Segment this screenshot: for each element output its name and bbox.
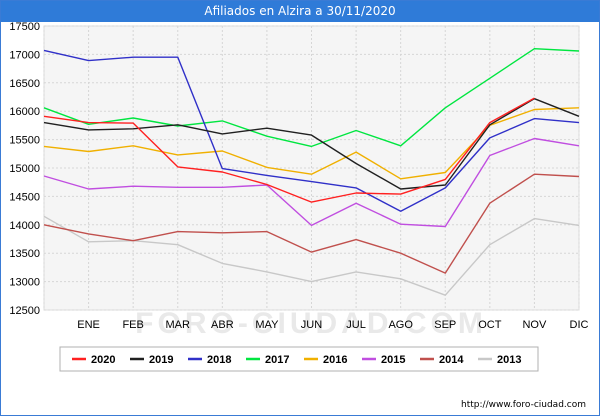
y-tick-label: 14000 xyxy=(9,220,40,232)
y-tick-label: 12500 xyxy=(9,305,40,317)
x-tick-label: MAR xyxy=(166,319,191,331)
watermark: FORO-CIUDAD.COM xyxy=(135,307,487,340)
legend-label-2014: 2014 xyxy=(439,354,464,366)
y-tick-label: 15000 xyxy=(9,163,40,175)
x-tick-label: SEP xyxy=(434,319,456,331)
series-lines xyxy=(43,48,580,296)
x-tick-label: FEB xyxy=(122,319,143,331)
x-tick-label: MAY xyxy=(255,319,279,331)
series-line-2019 xyxy=(43,97,580,190)
legend-label-2013: 2013 xyxy=(497,354,521,366)
chart-title: Afiliados en Alzira a 30/11/2020 xyxy=(1,1,599,22)
y-tick-label: 16500 xyxy=(9,78,40,90)
x-tick-label: NOV xyxy=(522,319,547,331)
x-tick-label: ABR xyxy=(211,319,234,331)
y-tick-label: 13000 xyxy=(9,277,40,289)
series-line-2020 xyxy=(43,97,535,203)
series-line-2017 xyxy=(43,48,580,148)
y-tick-label: 17500 xyxy=(9,21,40,33)
legend-label-2017: 2017 xyxy=(265,354,289,366)
legend: 2020 2019 2018 2017 2016 2015 2014 2013 xyxy=(72,354,521,366)
x-tick-label: DIC xyxy=(570,319,589,331)
x-tick-label: JUL xyxy=(346,319,366,331)
series-line-2015 xyxy=(43,137,580,228)
y-tick-label: 13500 xyxy=(9,248,40,260)
x-tick-label: AGO xyxy=(388,319,413,331)
x-tick-label: OCT xyxy=(478,319,502,331)
x-tick-label: ENE xyxy=(77,319,100,331)
y-tick-label: 17000 xyxy=(9,49,40,61)
legend-label-2016: 2016 xyxy=(323,354,347,366)
legend-label-2015: 2015 xyxy=(381,354,405,366)
legend-label-2019: 2019 xyxy=(149,354,173,366)
footer-url: http://www.foro-ciudad.com xyxy=(461,400,586,410)
y-tick-label: 15500 xyxy=(9,135,40,147)
legend-label-2020: 2020 xyxy=(91,354,115,366)
series-line-2014 xyxy=(43,173,580,274)
series-line-2018 xyxy=(43,49,580,212)
y-axis: 12500 13000 13500 14000 14500 15000 15500 16000… xyxy=(9,21,40,317)
legend-label-2018: 2018 xyxy=(207,354,231,366)
y-tick-label: 16000 xyxy=(9,106,40,118)
grid-lines xyxy=(43,25,580,311)
y-tick-label: 14500 xyxy=(9,191,40,203)
x-tick-label: JUN xyxy=(301,319,322,331)
x-axis: ENE FEB MAR ABR MAY JUN JUL AGO SEP OCT NOV DIC xyxy=(77,319,588,331)
